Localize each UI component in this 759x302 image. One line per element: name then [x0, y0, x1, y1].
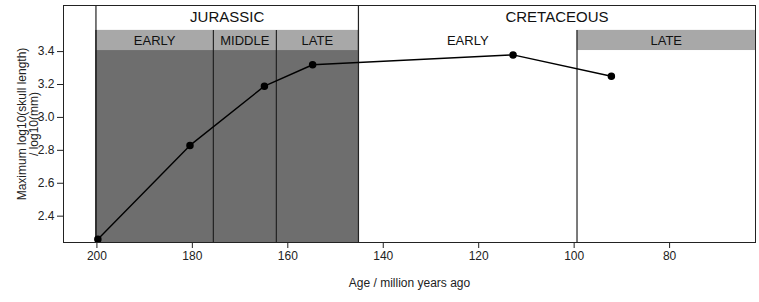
svg-text:3.0: 3.0 [37, 110, 55, 125]
svg-text:3.2: 3.2 [38, 77, 55, 91]
svg-text:Maximum log10(skull length)/ l: Maximum log10(skull length)/ log10(mm) [15, 48, 41, 201]
svg-text:80: 80 [663, 249, 677, 263]
svg-text:3.4: 3.4 [38, 44, 55, 58]
svg-text:2.8: 2.8 [37, 143, 55, 158]
svg-text:100: 100 [564, 249, 584, 263]
svg-text:160: 160 [278, 249, 298, 263]
svg-text:LATE: LATE [302, 33, 334, 48]
svg-text:140: 140 [373, 249, 393, 263]
svg-text:Age / million years ago: Age / million years ago [349, 276, 471, 290]
svg-text:CRETACEOUS: CRETACEOUS [505, 8, 608, 25]
svg-text:180: 180 [182, 249, 202, 263]
svg-text:2.4: 2.4 [38, 209, 55, 223]
svg-text:EARLY: EARLY [447, 33, 489, 48]
svg-text:JURASSIC: JURASSIC [190, 8, 264, 25]
svg-text:MIDDLE: MIDDLE [220, 33, 269, 48]
svg-text:120: 120 [469, 249, 489, 263]
svg-text:2.6: 2.6 [38, 176, 55, 190]
svg-text:EARLY: EARLY [134, 33, 176, 48]
svg-text:200: 200 [87, 249, 107, 263]
svg-text:LATE: LATE [650, 33, 682, 48]
